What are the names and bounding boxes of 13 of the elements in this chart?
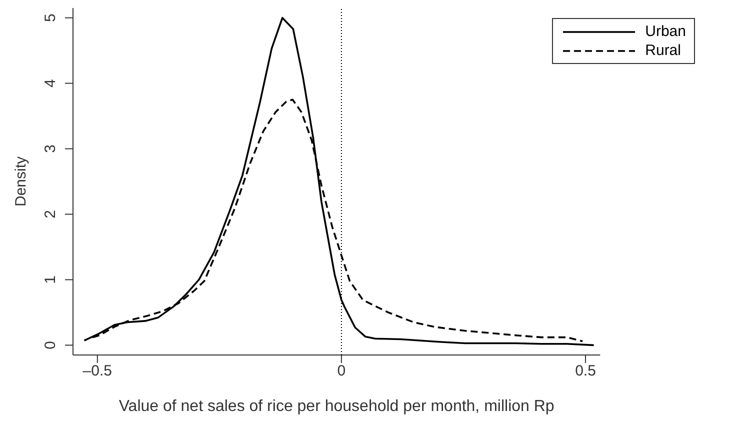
y-tick-label: 5 — [42, 14, 59, 22]
x-tick-label: –0.5 — [82, 362, 112, 380]
x-tick-label: 0 — [337, 362, 346, 380]
x-axis-title: Value of net sales of rice per household per month, million Rp — [118, 398, 554, 415]
legend-label: Urban — [645, 22, 686, 41]
y-tick-label: 2 — [42, 210, 59, 218]
y-axis-title: Density — [12, 156, 30, 206]
y-tick-label: 3 — [42, 144, 59, 153]
x-tick-label: 0.5 — [575, 362, 596, 380]
y-tick-label: 1 — [42, 276, 59, 284]
y-tick-label: 0 — [42, 341, 59, 350]
legend-label: Rural — [645, 41, 681, 60]
y-tick-label: 4 — [42, 79, 59, 88]
